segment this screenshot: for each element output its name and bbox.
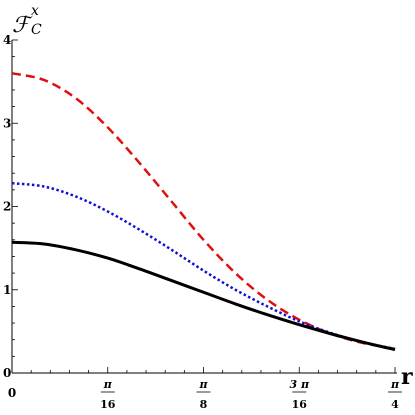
x-tick-label: 0	[8, 386, 16, 400]
y-tick-label: 1	[3, 283, 11, 297]
x-tick-label: π8	[196, 378, 211, 411]
x-tick-numerator: π	[198, 378, 208, 391]
y-tick-label: 3	[3, 116, 11, 130]
series-line-solid	[11, 240, 396, 352]
x-tick-numerator: 3 π	[289, 378, 309, 391]
series-line-dotted	[11, 181, 396, 351]
y-axis-label-superscript: x	[31, 3, 39, 19]
x-tick-label: 3 π 16	[289, 378, 309, 411]
x-tick-numerator: π	[103, 378, 113, 391]
axis-labels: ℱ x C r	[12, 3, 413, 390]
x-tick-numerator: π	[390, 378, 400, 391]
x-axis-label: r	[401, 364, 413, 390]
x-tick-denominator: 4	[391, 398, 399, 411]
x-tick-denominator: 16	[100, 398, 116, 411]
x-tick-label: π 16	[100, 378, 116, 411]
x-tick-denominator: 16	[292, 398, 308, 411]
series-layer	[11, 72, 396, 352]
y-axis-label: ℱ	[12, 13, 33, 38]
y-tick-label: 0	[3, 366, 11, 380]
y-axis-label-subscript: C	[31, 22, 42, 38]
y-tick-label: 4	[3, 33, 11, 47]
x-tick-label: π4	[388, 378, 402, 411]
x-tick-denominator: 8	[200, 398, 208, 411]
y-tick-label: 2	[3, 200, 11, 214]
series-line-dashed	[11, 72, 396, 351]
